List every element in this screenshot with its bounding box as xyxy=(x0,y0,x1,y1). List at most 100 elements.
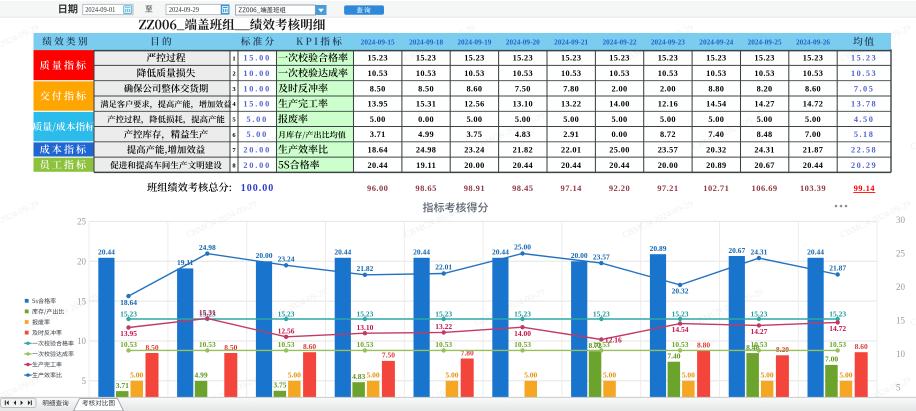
svg-text:3.71: 3.71 xyxy=(370,130,386,139)
svg-text:5.00: 5.00 xyxy=(130,371,143,380)
svg-text:10.53: 10.53 xyxy=(609,69,629,78)
svg-text:20.44: 20.44 xyxy=(513,161,533,170)
svg-text:8.80: 8.80 xyxy=(708,84,724,93)
svg-text:14.00: 14.00 xyxy=(514,329,531,338)
svg-text:24.31: 24.31 xyxy=(754,146,774,155)
svg-text:3: 3 xyxy=(232,86,236,93)
svg-text:92.20: 92.20 xyxy=(609,183,630,193)
svg-text:12.56: 12.56 xyxy=(464,100,484,109)
svg-text:15: 15 xyxy=(896,316,906,326)
svg-text:20.00: 20.00 xyxy=(243,161,271,170)
svg-text:20.44: 20.44 xyxy=(334,248,351,257)
svg-text:20.44: 20.44 xyxy=(492,248,509,257)
svg-text:98.45: 98.45 xyxy=(512,183,533,193)
svg-text:7.00: 7.00 xyxy=(825,355,838,364)
svg-text:10: 10 xyxy=(77,336,87,346)
svg-text:10.53: 10.53 xyxy=(706,69,726,78)
svg-text:10.53: 10.53 xyxy=(416,69,436,78)
svg-text:5.00: 5.00 xyxy=(445,371,458,380)
svg-text:10.00: 10.00 xyxy=(243,84,271,93)
svg-text:2: 2 xyxy=(232,71,236,78)
svg-text:4.99: 4.99 xyxy=(418,130,434,139)
svg-text:5.00: 5.00 xyxy=(524,371,537,380)
svg-text:10.53: 10.53 xyxy=(513,69,533,78)
svg-text:5.00: 5.00 xyxy=(612,115,628,124)
svg-text:20.89: 20.89 xyxy=(650,244,667,253)
svg-text:20.44: 20.44 xyxy=(807,248,824,257)
svg-text:10.53: 10.53 xyxy=(803,69,823,78)
svg-text:5: 5 xyxy=(896,383,901,393)
svg-text:2.00: 2.00 xyxy=(612,84,628,93)
svg-text:18.64: 18.64 xyxy=(367,146,387,155)
svg-text:2024-09-01: 2024-09-01 xyxy=(85,6,116,14)
svg-text:15.00: 15.00 xyxy=(243,100,271,109)
svg-text:7.05: 7.05 xyxy=(854,84,875,93)
svg-text:4: 4 xyxy=(232,101,236,108)
svg-text:14.54: 14.54 xyxy=(672,325,689,334)
svg-text:5.00: 5.00 xyxy=(515,115,531,124)
svg-text:10.00: 10.00 xyxy=(243,69,271,78)
svg-text:15: 15 xyxy=(77,296,87,306)
svg-text:20.00: 20.00 xyxy=(658,161,678,170)
svg-text:15.23: 15.23 xyxy=(514,309,531,318)
svg-text:1: 1 xyxy=(232,55,235,62)
svg-text:15.23: 15.23 xyxy=(561,54,581,63)
svg-text:5.00: 5.00 xyxy=(757,115,773,124)
svg-text:2024-09-26: 2024-09-26 xyxy=(796,38,831,46)
svg-text:14.00: 14.00 xyxy=(609,100,629,109)
svg-text:5.00: 5.00 xyxy=(370,115,386,124)
svg-text:3.75: 3.75 xyxy=(466,130,482,139)
svg-text:3.75: 3.75 xyxy=(273,381,286,390)
svg-text:8.50: 8.50 xyxy=(418,84,434,93)
svg-text:8.60: 8.60 xyxy=(466,84,482,93)
svg-text:14.27: 14.27 xyxy=(754,100,774,109)
svg-text:20.29: 20.29 xyxy=(851,161,877,170)
svg-text:20.00: 20.00 xyxy=(464,161,484,170)
svg-text:13.95: 13.95 xyxy=(367,100,387,109)
svg-text:2.00: 2.00 xyxy=(660,84,676,93)
svg-text:2024-09-23: 2024-09-23 xyxy=(651,38,686,46)
svg-text:25.00: 25.00 xyxy=(609,146,629,155)
svg-text:5.00: 5.00 xyxy=(660,115,676,124)
svg-text:15.23: 15.23 xyxy=(464,54,484,63)
svg-text:8.48: 8.48 xyxy=(757,130,773,139)
svg-text:15.23: 15.23 xyxy=(278,309,295,318)
svg-text:5.00: 5.00 xyxy=(563,115,579,124)
svg-text:19.11: 19.11 xyxy=(416,161,436,170)
svg-text:8.72: 8.72 xyxy=(589,341,602,350)
svg-text:8.60: 8.60 xyxy=(855,342,868,351)
svg-text:25: 25 xyxy=(896,249,906,259)
svg-text:7: 7 xyxy=(232,147,236,154)
svg-text:2024-09-29: 2024-09-29 xyxy=(169,6,200,14)
svg-text:10.53: 10.53 xyxy=(120,340,137,349)
svg-text:15.31: 15.31 xyxy=(416,100,436,109)
svg-text:21.87: 21.87 xyxy=(829,264,846,273)
svg-text:14.72: 14.72 xyxy=(803,100,823,109)
svg-text:20.32: 20.32 xyxy=(706,146,726,155)
svg-text:15.23: 15.23 xyxy=(672,309,689,318)
svg-text:15.23: 15.23 xyxy=(199,309,216,318)
svg-text:98.91: 98.91 xyxy=(464,183,485,193)
svg-text:15.23: 15.23 xyxy=(609,54,629,63)
svg-text:20.32: 20.32 xyxy=(672,287,689,296)
svg-text:10.53: 10.53 xyxy=(278,340,295,349)
svg-text:24.98: 24.98 xyxy=(416,146,436,155)
svg-text:2024-09-22: 2024-09-22 xyxy=(603,38,638,46)
svg-text:10: 10 xyxy=(896,349,906,359)
svg-text:4.99: 4.99 xyxy=(195,371,208,380)
svg-text:5.00: 5.00 xyxy=(466,115,482,124)
svg-text:15.31: 15.31 xyxy=(199,308,216,317)
svg-text:10.53: 10.53 xyxy=(514,340,531,349)
svg-text:2024-09-19: 2024-09-19 xyxy=(457,38,492,46)
svg-text:21.82: 21.82 xyxy=(513,146,533,155)
svg-text:15.23: 15.23 xyxy=(120,309,137,318)
svg-text:0.00: 0.00 xyxy=(418,115,434,124)
svg-text:15.23: 15.23 xyxy=(754,54,774,63)
svg-text:4.83: 4.83 xyxy=(515,130,531,139)
svg-text:15.23: 15.23 xyxy=(593,309,610,318)
svg-text:10.53: 10.53 xyxy=(851,69,877,78)
svg-text:8.80: 8.80 xyxy=(697,340,710,349)
svg-text:10.53: 10.53 xyxy=(829,340,846,349)
svg-text:20.67: 20.67 xyxy=(728,246,745,255)
svg-text:15.23: 15.23 xyxy=(356,309,373,318)
